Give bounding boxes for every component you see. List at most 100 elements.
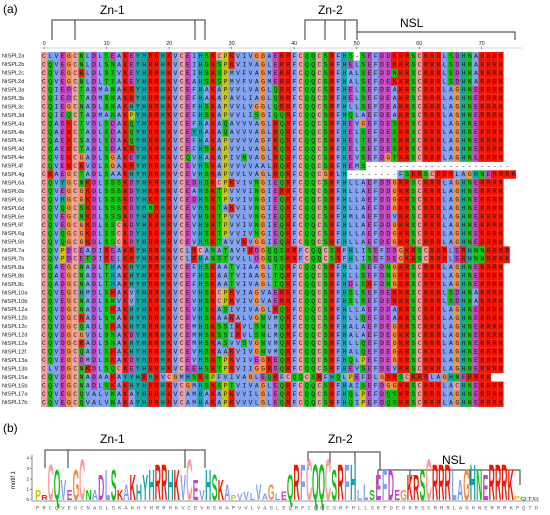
residue-cell bbox=[159, 330, 167, 340]
residue-cell bbox=[303, 364, 310, 374]
residue-cell bbox=[378, 187, 385, 196]
residue-cell bbox=[422, 322, 429, 331]
residue-cell bbox=[159, 136, 167, 145]
residue-cell bbox=[41, 68, 48, 78]
residue-cell bbox=[247, 356, 254, 365]
residue-cell bbox=[234, 212, 242, 222]
residue-cell bbox=[353, 161, 360, 171]
residue-cell bbox=[316, 153, 323, 162]
residue-cell bbox=[134, 178, 142, 188]
residue-cell bbox=[384, 136, 392, 145]
residue-cell bbox=[141, 102, 148, 112]
residue-cell bbox=[391, 313, 398, 323]
residue-cell bbox=[403, 246, 410, 255]
residue-cell bbox=[178, 271, 185, 281]
residue-cell bbox=[497, 322, 504, 331]
ruler-label: 60 bbox=[416, 41, 422, 47]
residue-cell bbox=[122, 381, 129, 391]
residue-cell bbox=[241, 119, 248, 129]
residue-cell bbox=[353, 263, 360, 272]
residue-cell bbox=[484, 60, 492, 69]
residue-cell bbox=[409, 398, 417, 407]
residue-cell bbox=[53, 119, 60, 129]
residue-cell bbox=[241, 60, 248, 69]
residue-cell bbox=[334, 313, 342, 323]
residue-cell bbox=[84, 221, 92, 230]
residue-cell bbox=[53, 330, 60, 340]
residue-cell bbox=[347, 297, 354, 306]
residue-cell bbox=[191, 246, 198, 255]
residue-cell bbox=[291, 356, 298, 365]
residue-cell bbox=[103, 364, 110, 374]
residue-cell bbox=[128, 263, 135, 272]
residue-cell bbox=[166, 153, 173, 162]
residue-cell bbox=[434, 136, 442, 145]
residue-cell bbox=[41, 288, 48, 298]
residue-cell bbox=[109, 390, 117, 399]
residue-cell bbox=[97, 237, 104, 247]
residue-cell bbox=[216, 102, 223, 112]
residue-cell bbox=[403, 305, 410, 314]
residue-cell bbox=[216, 77, 223, 86]
residue-cell bbox=[341, 246, 348, 255]
residue-cell bbox=[334, 229, 342, 238]
residue-cell bbox=[234, 204, 242, 213]
residue-cell bbox=[103, 102, 110, 112]
residue-cell bbox=[166, 271, 173, 281]
residue-cell bbox=[459, 297, 467, 306]
residue-cell bbox=[203, 297, 210, 306]
residue-cell bbox=[334, 339, 342, 348]
residue-cell bbox=[459, 128, 467, 137]
residue-cell bbox=[103, 111, 110, 120]
residue-cell bbox=[66, 288, 73, 298]
residue-cell bbox=[297, 330, 304, 340]
residue-cell bbox=[472, 221, 479, 230]
residue-cell bbox=[459, 339, 467, 348]
residue-cell bbox=[441, 94, 448, 103]
residue-cell bbox=[222, 254, 229, 264]
residue-cell bbox=[234, 237, 242, 247]
residue-cell bbox=[316, 68, 323, 78]
residue-cell bbox=[484, 297, 492, 306]
residue-cell bbox=[103, 204, 110, 213]
residue-cell bbox=[366, 60, 373, 69]
residue-cell bbox=[391, 330, 398, 340]
residue-cell bbox=[328, 85, 335, 95]
residue-cell bbox=[203, 85, 210, 95]
residue-cell bbox=[159, 170, 167, 179]
residue-cell bbox=[84, 322, 92, 331]
residue-cell bbox=[391, 144, 398, 154]
residue-cell bbox=[241, 237, 248, 247]
residue-cell bbox=[259, 170, 267, 179]
residue-cell bbox=[397, 339, 404, 348]
residue-cell bbox=[278, 364, 285, 374]
residue-cell bbox=[272, 254, 279, 264]
residue-cell bbox=[309, 339, 317, 348]
residue-cell bbox=[328, 204, 335, 213]
residue-cell bbox=[178, 102, 185, 112]
residue-cell bbox=[341, 212, 348, 222]
residue-cell bbox=[428, 136, 435, 145]
residue-cell bbox=[72, 364, 79, 374]
residue-cell bbox=[97, 364, 104, 374]
residue-cell bbox=[353, 68, 360, 78]
residue-cell bbox=[409, 94, 417, 103]
residue-cell bbox=[353, 102, 360, 112]
residue-cell bbox=[253, 153, 260, 162]
residue-cell bbox=[78, 254, 85, 264]
residue-cell bbox=[372, 128, 379, 137]
residue-cell bbox=[209, 364, 217, 374]
residue-cell bbox=[428, 330, 435, 340]
logo-letter: H bbox=[167, 461, 173, 510]
residue-cell bbox=[416, 330, 423, 340]
residue-cell bbox=[272, 297, 279, 306]
residue-cell bbox=[209, 102, 217, 112]
residue-cell bbox=[328, 288, 335, 298]
residue-cell bbox=[197, 195, 204, 205]
residue-cell bbox=[366, 195, 373, 205]
residue-cell bbox=[84, 187, 92, 196]
residue-cell bbox=[191, 280, 198, 289]
residue-cell bbox=[203, 94, 210, 103]
residue-cell bbox=[466, 288, 473, 298]
residue-cell bbox=[197, 280, 204, 289]
